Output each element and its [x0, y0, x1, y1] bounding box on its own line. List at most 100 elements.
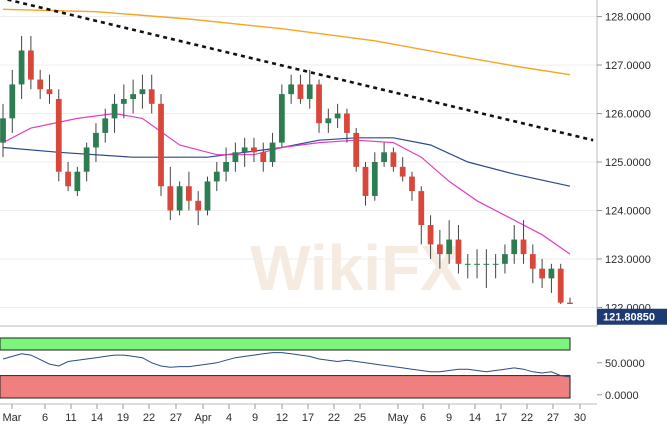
- candle-up: [288, 84, 295, 95]
- candle-down: [567, 302, 573, 304]
- x-tick-label: 4: [226, 412, 232, 424]
- candle-down: [427, 225, 434, 245]
- candle-down: [65, 171, 71, 187]
- candle-up: [269, 142, 276, 162]
- candle-up: [204, 181, 211, 211]
- current-price-badge: [597, 308, 667, 325]
- candle-up: [371, 162, 378, 196]
- candle-up: [548, 268, 555, 279]
- x-tick-label: 14: [91, 412, 103, 424]
- candle-down: [539, 268, 545, 279]
- oscillator-line: [2, 352, 571, 378]
- candle-down: [418, 191, 425, 226]
- candle-up: [93, 132, 99, 148]
- candle-up: [502, 254, 508, 264]
- candle-down: [436, 244, 443, 255]
- x-tick-label: 17: [302, 412, 314, 424]
- candle-up: [241, 147, 248, 153]
- y-tick-label: 125.0000: [605, 157, 651, 169]
- price-axis: 128.0000 127.0000 126.0000 125.0000 124.0000…: [597, 12, 667, 325]
- overbought-band: [0, 337, 571, 351]
- x-tick-label: 22: [328, 412, 340, 424]
- y-tick-label: 128.0000: [605, 12, 651, 24]
- candle-down: [557, 268, 564, 303]
- time-axis: Mar 6 11 14 19 22 27 Apr 4 9 12 17 22 25 May 6 9 14 17 22 27…: [3, 404, 586, 424]
- candle-up: [83, 147, 90, 172]
- candle-down: [186, 186, 192, 201]
- candle-up: [278, 94, 285, 143]
- oscillator-panel: 50.0000 0.0000: [0, 337, 645, 402]
- ma-long-line: [2, 8, 571, 76]
- candle-up: [483, 263, 490, 265]
- x-tick-label: 22: [143, 412, 155, 424]
- candle-up: [18, 50, 25, 85]
- candle-down: [260, 152, 267, 162]
- candle-down: [251, 147, 257, 153]
- osc-tick-label: 50.0000: [605, 358, 645, 370]
- candle-up: [213, 171, 220, 182]
- ma-mid-line: [2, 137, 571, 187]
- oversold-band: [0, 375, 571, 399]
- x-tick-label: 30: [574, 412, 586, 424]
- candle-up: [464, 263, 471, 265]
- candle-up: [9, 84, 16, 119]
- candle-down: [520, 239, 527, 255]
- price-plot: [0, 0, 594, 304]
- candle-down: [46, 89, 53, 95]
- x-tick-label: May: [388, 412, 409, 424]
- x-tick-label: 27: [547, 412, 559, 424]
- candle-up: [325, 118, 332, 124]
- candle-down: [455, 239, 462, 264]
- x-tick-label: 6: [42, 412, 48, 424]
- x-tick-label: 12: [276, 412, 288, 424]
- candle-up: [334, 113, 341, 119]
- candle-up: [139, 89, 146, 95]
- candle-down: [409, 176, 415, 192]
- ma-short-line: [2, 112, 571, 255]
- candle-down: [297, 84, 304, 99]
- candle-up: [381, 152, 387, 162]
- candle-down: [344, 113, 350, 133]
- candle-up: [120, 98, 127, 104]
- x-tick-label: 14: [469, 412, 481, 424]
- candle-down: [37, 79, 44, 90]
- candle-down: [362, 166, 369, 196]
- candle-down: [316, 84, 322, 124]
- osc-tick-label: 0.0000: [605, 390, 639, 402]
- x-tick-label: 27: [170, 412, 182, 424]
- candle-up: [446, 239, 453, 255]
- y-tick-label: 126.0000: [605, 109, 651, 121]
- y-tick-label: 124.0000: [605, 205, 651, 217]
- x-tick-label: 9: [446, 412, 452, 424]
- candle-down: [158, 103, 164, 187]
- x-tick-label: 25: [354, 412, 366, 424]
- candle-up: [306, 84, 313, 99]
- candle-up: [232, 152, 239, 162]
- candle-down: [353, 132, 360, 167]
- candle-down: [28, 50, 34, 80]
- candle-down: [167, 186, 174, 211]
- candle-down: [55, 98, 62, 172]
- candle-up: [492, 263, 499, 265]
- candle-up: [130, 94, 137, 99]
- x-tick-label: Mar: [3, 412, 22, 424]
- candle-up: [74, 171, 81, 192]
- x-tick-label: 19: [117, 412, 129, 424]
- candle-down: [148, 89, 155, 104]
- y-tick-label: 127.0000: [605, 60, 651, 72]
- x-tick-label: 6: [420, 412, 426, 424]
- x-tick-label: 22: [521, 412, 533, 424]
- candle-down: [529, 254, 536, 269]
- x-tick-label: 11: [65, 412, 76, 424]
- x-tick-label: 17: [495, 412, 507, 424]
- candle-up: [111, 103, 118, 119]
- candle-down: [195, 200, 202, 211]
- watermark-text: WikiFX: [250, 232, 463, 304]
- candle-up: [474, 263, 480, 265]
- candle-down: [390, 152, 397, 167]
- y-tick-label: 123.0000: [605, 254, 651, 266]
- candle-down: [399, 166, 406, 177]
- candle-up: [511, 239, 518, 255]
